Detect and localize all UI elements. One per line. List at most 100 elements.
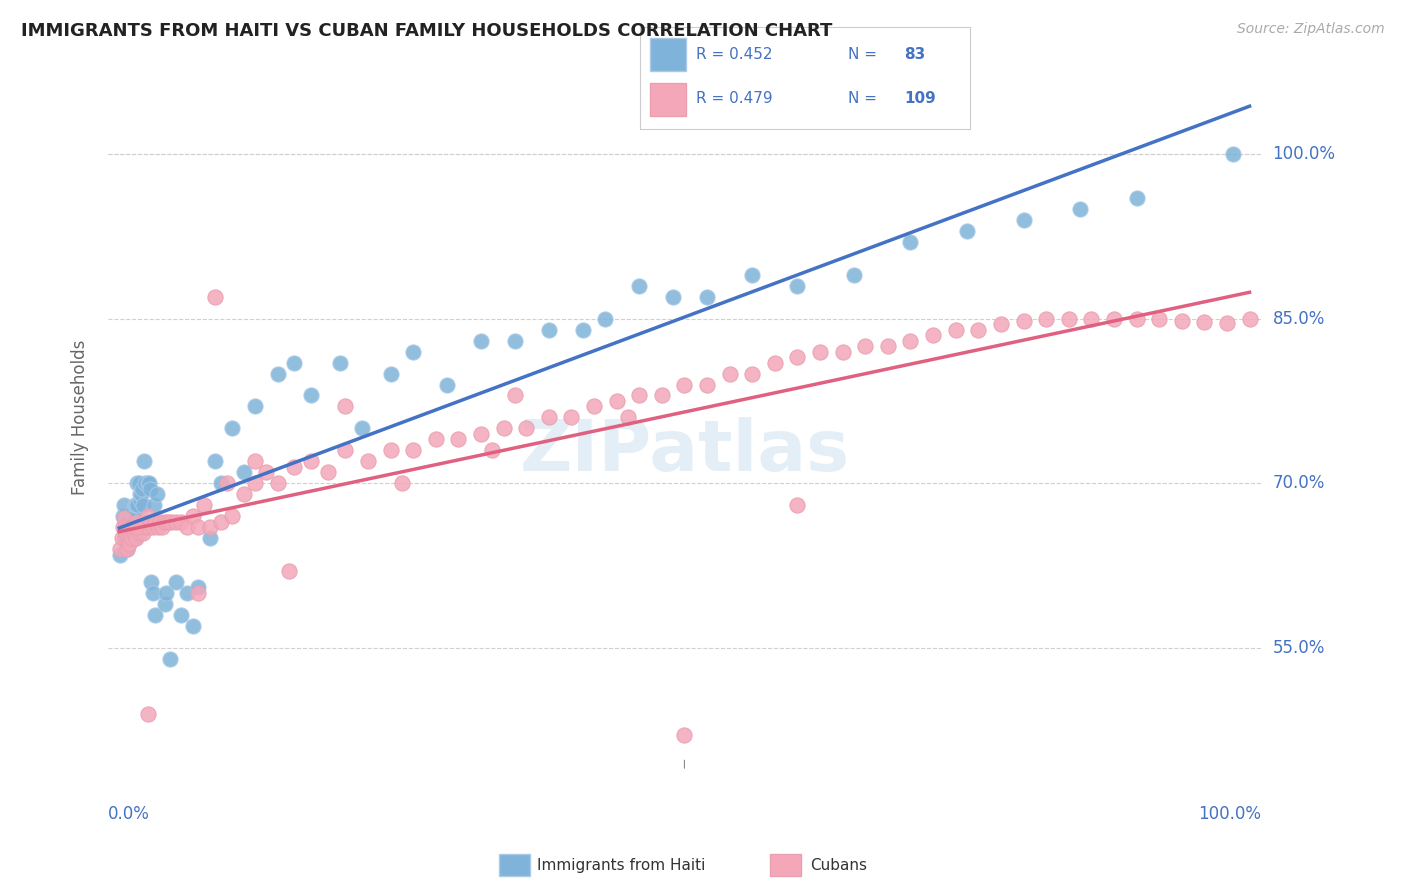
Point — [718, 367, 741, 381]
Point — [128, 476, 150, 491]
Point — [628, 278, 651, 293]
Point — [124, 531, 146, 545]
Text: Immigrants from Haiti: Immigrants from Haiti — [537, 858, 706, 872]
Point — [181, 619, 204, 633]
Point — [128, 487, 150, 501]
Point — [142, 586, 165, 600]
Text: 109: 109 — [904, 91, 936, 106]
Point — [127, 476, 149, 491]
Point — [696, 377, 718, 392]
Point — [582, 400, 605, 414]
Point — [763, 355, 786, 369]
Point — [221, 509, 243, 524]
Point — [159, 651, 181, 665]
Point — [134, 520, 156, 534]
Point — [146, 520, 169, 534]
Point — [277, 564, 299, 578]
Point — [121, 520, 143, 534]
Point — [352, 421, 374, 435]
Point — [122, 509, 145, 524]
Point — [156, 515, 179, 529]
Text: 85.0%: 85.0% — [1272, 310, 1324, 327]
Point — [956, 224, 979, 238]
Point — [606, 394, 628, 409]
Point — [1216, 316, 1239, 330]
Point — [139, 574, 162, 589]
Point — [447, 433, 470, 447]
Point — [204, 454, 226, 468]
Point — [786, 278, 808, 293]
Point — [204, 290, 226, 304]
Point — [110, 548, 132, 562]
Point — [254, 465, 277, 479]
Point — [115, 525, 138, 540]
Text: N =: N = — [848, 47, 877, 62]
Point — [110, 541, 132, 556]
Point — [114, 531, 136, 545]
Point — [128, 492, 150, 507]
Point — [1069, 202, 1091, 216]
Point — [651, 388, 673, 402]
Point — [243, 454, 266, 468]
Point — [121, 515, 143, 529]
Point — [853, 339, 876, 353]
Point — [138, 476, 160, 491]
Point — [170, 607, 193, 622]
Point — [125, 520, 148, 534]
Point — [628, 388, 651, 402]
Point — [492, 421, 515, 435]
Text: R = 0.452: R = 0.452 — [696, 47, 772, 62]
Point — [335, 443, 357, 458]
Point — [145, 607, 167, 622]
Point — [537, 323, 560, 337]
Point — [122, 531, 145, 545]
Point — [808, 344, 831, 359]
Point — [215, 476, 238, 491]
Point — [470, 426, 492, 441]
Point — [115, 541, 138, 556]
FancyBboxPatch shape — [650, 38, 686, 70]
Point — [117, 536, 139, 550]
Point — [1147, 311, 1170, 326]
Point — [425, 433, 447, 447]
Point — [132, 498, 155, 512]
Point — [1222, 147, 1244, 161]
Point — [1125, 191, 1147, 205]
Point — [266, 476, 288, 491]
Point — [990, 317, 1012, 331]
Point — [134, 476, 156, 491]
Point — [118, 536, 141, 550]
Point — [153, 515, 176, 529]
Text: Cubans: Cubans — [810, 858, 868, 872]
Point — [136, 706, 159, 721]
Point — [118, 517, 141, 532]
Point — [111, 520, 134, 534]
Point — [900, 235, 922, 249]
Point — [1012, 314, 1035, 328]
Point — [124, 498, 146, 512]
Point — [117, 511, 139, 525]
Point — [187, 520, 209, 534]
Point — [402, 443, 425, 458]
Point — [436, 377, 458, 392]
Point — [165, 574, 187, 589]
Point — [176, 586, 198, 600]
Point — [335, 400, 357, 414]
Point — [170, 515, 193, 529]
Point — [1012, 213, 1035, 227]
Point — [114, 520, 136, 534]
Point — [232, 465, 254, 479]
Point — [1194, 315, 1216, 329]
Point — [515, 421, 537, 435]
Point — [110, 531, 132, 545]
Point — [380, 367, 402, 381]
Point — [165, 515, 187, 529]
Point — [187, 586, 209, 600]
Point — [131, 482, 153, 496]
Text: IMMIGRANTS FROM HAITI VS CUBAN FAMILY HOUSEHOLDS CORRELATION CHART: IMMIGRANTS FROM HAITI VS CUBAN FAMILY HO… — [21, 22, 832, 40]
Point — [115, 522, 138, 536]
Point — [143, 498, 166, 512]
FancyBboxPatch shape — [650, 83, 686, 116]
Point — [120, 515, 142, 529]
Point — [503, 388, 526, 402]
